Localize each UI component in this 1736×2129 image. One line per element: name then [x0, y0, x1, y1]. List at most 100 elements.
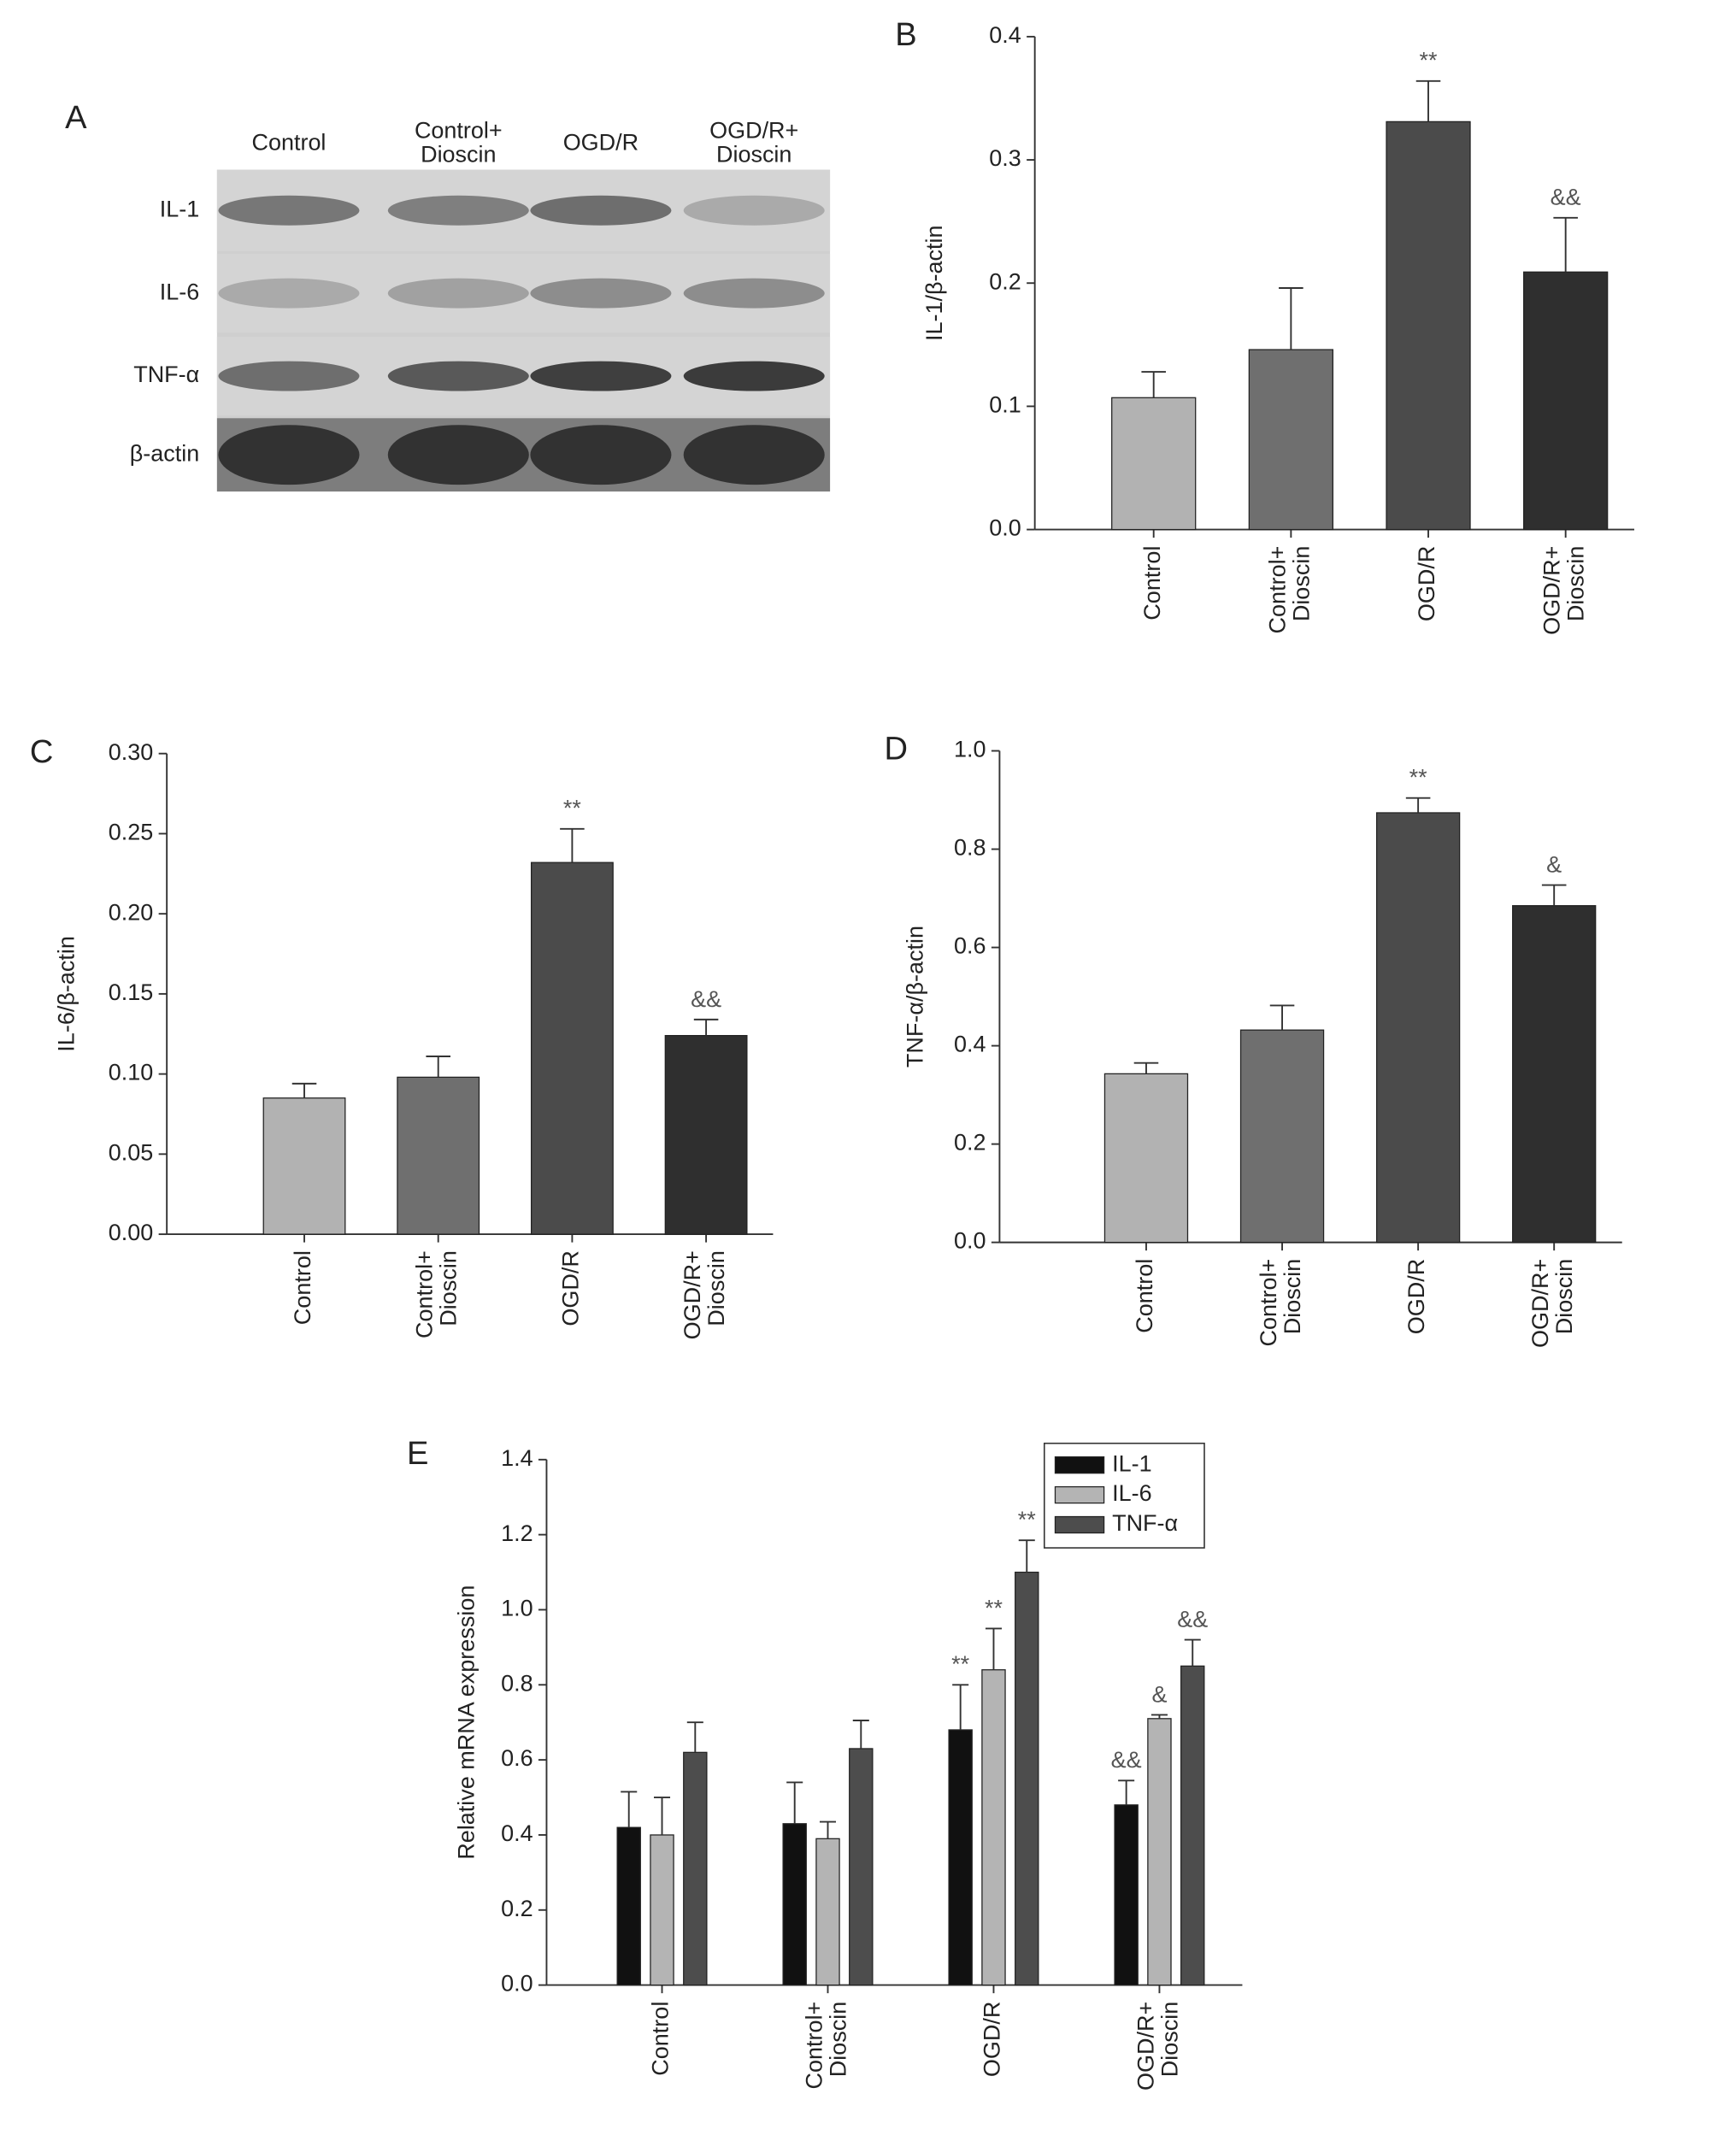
blot-band — [683, 195, 825, 226]
blot-band — [218, 278, 360, 309]
error-bar — [621, 1791, 638, 1828]
y-tick-label: 0.2 — [501, 1896, 533, 1921]
bar — [1103, 1073, 1189, 1244]
y-tick-label: 0.2 — [989, 268, 1021, 294]
bar — [664, 1034, 748, 1235]
panel-label: B — [895, 17, 916, 53]
lane-label: OGD/R+ Dioscin — [709, 117, 798, 167]
bar — [782, 1823, 807, 1986]
bar — [1512, 905, 1597, 1244]
y-axis-label: IL-6/β-actin — [53, 936, 79, 1052]
error-bar — [1541, 884, 1567, 906]
blot-band — [387, 278, 529, 309]
blot-band — [683, 278, 825, 309]
lane-label: Control+ Dioscin — [415, 117, 503, 167]
y-tick-label: 0.0 — [989, 515, 1021, 541]
bar — [815, 1838, 840, 1986]
x-tick-label: OGD/R+Dioscin — [680, 1250, 729, 1339]
x-tick-label: OGD/R — [1404, 1259, 1429, 1335]
y-axis-label: IL-1/β-actin — [921, 225, 947, 341]
panel-label: E — [407, 1436, 428, 1472]
y-tick-label: 1.0 — [954, 737, 986, 762]
bar — [1375, 812, 1461, 1244]
significance-label: ** — [951, 1651, 969, 1677]
y-tick-label: 0.6 — [501, 1745, 533, 1771]
x-tick-label: Control+Dioscin — [802, 2002, 851, 2090]
error-bar — [1405, 797, 1431, 813]
y-tick-label: 0.6 — [954, 933, 986, 959]
bar — [981, 1669, 1006, 1986]
bar — [262, 1097, 346, 1235]
bar — [1114, 1804, 1139, 1986]
x-tick-label: OGD/R+Dioscin — [1527, 1259, 1577, 1348]
blot-band — [218, 195, 360, 226]
blot-row — [216, 254, 831, 333]
x-tick-label: Control+Dioscin — [412, 1250, 462, 1338]
error-bar — [852, 1720, 869, 1749]
error-bar — [1269, 1004, 1295, 1031]
error-bar — [819, 1820, 837, 1839]
x-tick-label: OGD/R+Dioscin — [1539, 546, 1589, 635]
significance-label: ** — [1018, 1507, 1036, 1532]
significance-label: && — [1551, 185, 1581, 210]
y-tick-label: 1.2 — [501, 1520, 533, 1546]
y-tick-label: 1.0 — [501, 1596, 533, 1621]
y-tick-label: 0.10 — [109, 1060, 153, 1085]
panel-label: A — [65, 100, 87, 136]
error-bar — [686, 1721, 703, 1753]
x-tick-label: Control+Dioscin — [1264, 546, 1314, 634]
blot-band — [530, 361, 672, 391]
error-bar — [952, 1684, 969, 1730]
bar — [683, 1751, 708, 1986]
y-axis-label: Relative mRNA expression — [454, 1585, 480, 1860]
error-bar — [560, 827, 585, 863]
error-bar — [1118, 1779, 1135, 1805]
x-tick-label: Control — [1132, 1259, 1157, 1333]
blot-band — [530, 195, 672, 226]
x-tick-label: OGD/R — [980, 2002, 1005, 2078]
error-bar — [1150, 1714, 1168, 1719]
bar — [1248, 349, 1333, 531]
y-tick-label: 0.05 — [109, 1139, 153, 1165]
error-bar — [693, 1018, 719, 1036]
y-tick-label: 0.4 — [954, 1032, 986, 1057]
x-tick-label: Control — [290, 1250, 315, 1325]
lane-label: Control — [251, 130, 326, 156]
blot-band — [218, 425, 360, 485]
panel-label: C — [30, 734, 53, 770]
y-tick-label: 0.2 — [954, 1130, 986, 1156]
x-tick-label: OGD/R — [1414, 546, 1439, 622]
error-bar — [426, 1056, 450, 1078]
row-label: TNF-α — [133, 362, 199, 387]
error-bar — [786, 1781, 803, 1824]
y-tick-label: 0.0 — [501, 1971, 533, 1997]
panel-label: D — [885, 732, 908, 767]
error-bar — [291, 1082, 317, 1098]
y-tick-label: 0.1 — [989, 392, 1021, 418]
error-bar — [1018, 1539, 1035, 1573]
legend-swatch — [1054, 1456, 1105, 1474]
error-bar — [1415, 79, 1441, 122]
bar — [616, 1826, 641, 1986]
blot-band — [218, 361, 360, 391]
bar — [1386, 121, 1471, 531]
y-tick-label: 0.25 — [109, 820, 153, 845]
legend-swatch — [1054, 1485, 1105, 1504]
blot-band — [530, 425, 672, 485]
legend-label: TNF-α — [1112, 1510, 1178, 1536]
blot-band — [387, 425, 529, 485]
error-bar — [1184, 1638, 1201, 1667]
x-tick-label: Control — [1139, 546, 1165, 620]
y-tick-label: 0.4 — [989, 22, 1021, 48]
error-bar — [1279, 287, 1303, 350]
significance-label: ** — [563, 796, 581, 821]
blot-band — [387, 195, 529, 226]
legend-label: IL-1 — [1112, 1450, 1151, 1476]
y-tick-label: 0.4 — [501, 1820, 533, 1846]
error-bar — [1141, 371, 1166, 398]
error-bar — [1553, 216, 1578, 273]
bar — [849, 1748, 874, 1986]
significance-label: && — [1111, 1747, 1142, 1773]
significance-label: ** — [985, 1595, 1003, 1620]
